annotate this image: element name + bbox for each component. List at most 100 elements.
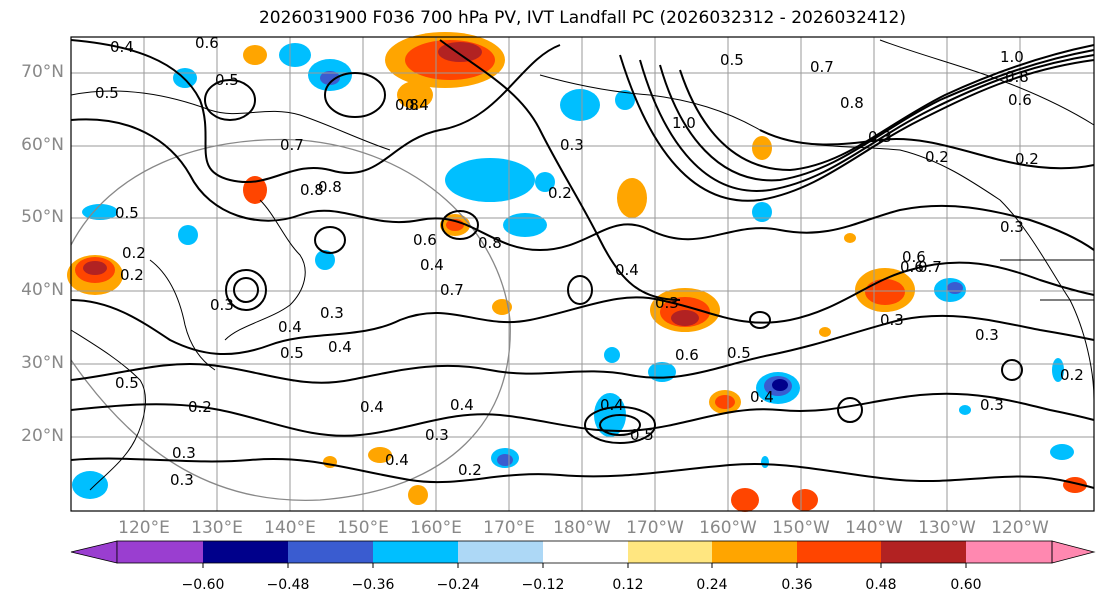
contour-label: 1.0 [672, 114, 696, 132]
contour-label: 0.7 [280, 136, 304, 154]
contour-label: 0.6 [675, 346, 699, 364]
contour-label: 0.3 [868, 128, 892, 146]
lat-label-30n: 30°N [21, 353, 64, 373]
contour-labels: 0.4 0.6 0.5 0.5 0.8 0.7 0.8 0.5 0.7 1.0 … [95, 34, 1084, 489]
colorbar-label: −0.36 [351, 577, 395, 593]
colorbar-label: −0.60 [181, 577, 225, 593]
contour-label: 0.3 [975, 326, 999, 344]
colorbar-segment [203, 541, 288, 563]
contour-label: 0.4 [600, 396, 624, 414]
contour-label: 0.5 [727, 344, 751, 362]
contour-label: 0.3 [880, 311, 904, 329]
contour-label: 0.2 [1060, 366, 1084, 384]
lon-label-160w: 160°W [699, 518, 757, 538]
contour-label: 0.7 [440, 281, 464, 299]
contour-label: 0.2 [122, 244, 146, 262]
colorbar-segment [628, 541, 712, 563]
colorbar-ticks [202, 563, 967, 568]
contour-label: 0.3 [210, 296, 234, 314]
contour-label: 0.4 [110, 38, 134, 56]
lon-label-120e: 120°E [118, 518, 170, 538]
map-title: 2026031900 F036 700 hPa PV, IVT Landfall… [258, 8, 906, 28]
contour-label: 0.4 [385, 451, 409, 469]
lat-label-40n: 40°N [21, 280, 64, 300]
contour-label: 0.2 [458, 461, 482, 479]
contour-label: 0.6 [902, 248, 926, 266]
colorbar-segment [117, 541, 203, 563]
lat-label-50n: 50°N [21, 207, 64, 227]
contour-label: 0.4 [405, 96, 429, 114]
range-circle [70, 138, 511, 502]
colorbar [70, 540, 1096, 568]
colorbar-extend-right [1051, 540, 1096, 564]
contour-label: 0.5 [95, 84, 119, 102]
colorbar-label: −0.12 [521, 577, 565, 593]
colorbar-segment [373, 541, 458, 563]
contour-label: 0.2 [548, 184, 572, 202]
colorbar-segment [543, 541, 628, 563]
colorbar-segment [288, 541, 373, 563]
lon-label-130w: 130°W [918, 518, 976, 538]
contour-label: 0.3 [980, 396, 1004, 414]
lat-label-20n: 20°N [21, 426, 64, 446]
map-frame [70, 36, 1095, 512]
contour-label: 0.2 [1015, 150, 1039, 168]
contour-label: 0.5 [280, 344, 304, 362]
colorbar-label: −0.48 [266, 577, 310, 593]
contour-label: 0.6 [413, 231, 437, 249]
contour-label: 0.6 [900, 258, 924, 276]
contour-label: 0.3 [170, 471, 194, 489]
lon-label-150w: 150°W [772, 518, 830, 538]
colorbar-label: 0.24 [696, 577, 728, 593]
contour-label: 0.4 [615, 261, 639, 279]
contour-label: 0.3 [172, 444, 196, 462]
contour-label: 0.3 [560, 136, 584, 154]
contour-label: 0.5 [115, 204, 139, 222]
contour-label: 0.2 [188, 398, 212, 416]
contour-label: 0.3 [655, 294, 679, 312]
colorbar-segment [797, 541, 881, 563]
contour-label: 0.8 [300, 181, 324, 199]
contour-label: 0.8 [395, 96, 419, 114]
contour-label: 0.3 [320, 304, 344, 322]
colorbar-outline [116, 540, 1053, 564]
lon-label-120w: 120°W [991, 518, 1049, 538]
colorbar-label: 0.48 [865, 577, 897, 593]
lon-label-130e: 130°E [191, 518, 243, 538]
contour-label: 0.6 [1008, 91, 1032, 109]
contour-label: 0.2 [925, 148, 949, 166]
colorbar-label: −0.24 [436, 577, 480, 593]
colorbar-extend-left [70, 540, 118, 564]
contour-label: 0.8 [840, 94, 864, 112]
contour-label: 0.8 [318, 178, 342, 196]
lon-label-160e: 160°E [410, 518, 462, 538]
colorbar-label: 0.60 [950, 577, 982, 593]
contour-label: 0.7 [918, 258, 942, 276]
contour-label: 0.4 [278, 318, 302, 336]
colorbar-segment [458, 541, 543, 563]
contour-label: 0.4 [360, 398, 384, 416]
pv-shading [67, 32, 1087, 512]
lon-label-140e: 140°E [264, 518, 316, 538]
contour-label: 0.2 [120, 266, 144, 284]
contour-label: 0.3 [1000, 218, 1024, 236]
contour-label: 0.5 [215, 71, 239, 89]
colorbar-label: 0.12 [612, 577, 644, 593]
contour-label: 0.8 [1005, 68, 1029, 86]
contour-label: 0.4 [420, 256, 444, 274]
contour-label: 0.4 [328, 338, 352, 356]
contour-label: 1.0 [1000, 48, 1024, 66]
lat-label-70n: 70°N [21, 62, 64, 82]
contour-label: 0.4 [750, 388, 774, 406]
lat-label-60n: 60°N [21, 135, 64, 155]
contour-label: 0.7 [810, 58, 834, 76]
lon-label-170w: 170°W [626, 518, 684, 538]
contour-label: 0.4 [450, 396, 474, 414]
lon-label-180w: 180°W [553, 518, 611, 538]
colorbar-segment [712, 541, 797, 563]
ivt-contours [70, 39, 1095, 489]
contour-label: 0.6 [195, 34, 219, 52]
lon-label-140w: 140°W [845, 518, 903, 538]
contour-label: 0.8 [478, 234, 502, 252]
